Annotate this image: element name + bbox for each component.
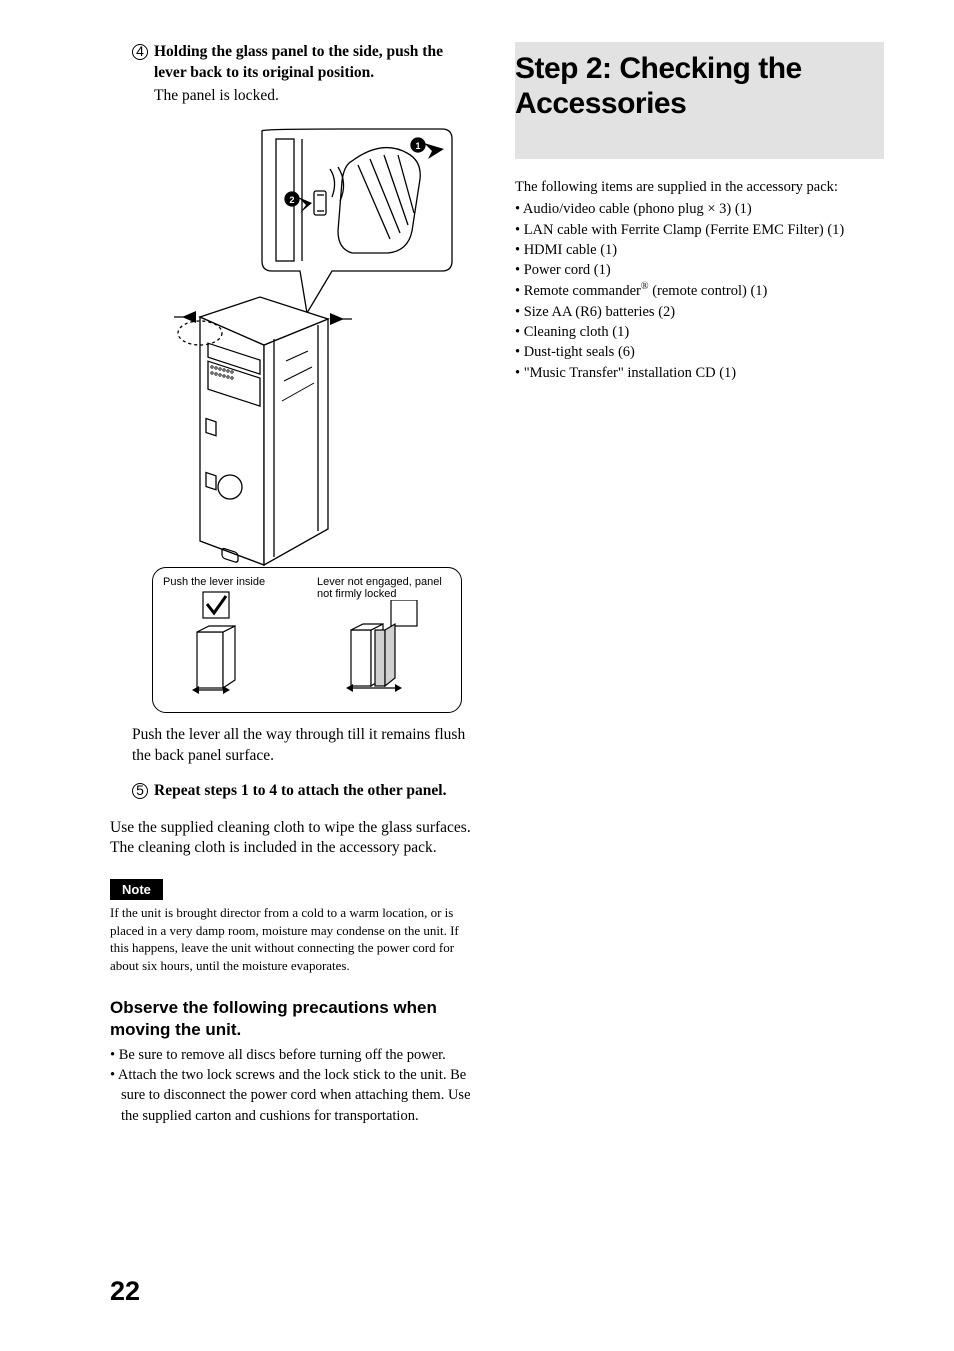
right-column: Step 2: Checking the Accessories The fol… [515, 42, 884, 1126]
precaution-item: Attach the two lock screws and the lock … [110, 1065, 479, 1126]
note-text: If the unit is brought director from a c… [110, 904, 479, 974]
accessory-item: Cleaning cloth (1) [515, 322, 884, 342]
accessories-list: Audio/video cable (phono plug × 3) (1) L… [515, 199, 884, 383]
step-5: 5 Repeat steps 1 to 4 to attach the othe… [132, 781, 479, 802]
left-column: 4 Holding the glass panel to the side, p… [110, 42, 479, 1126]
note-badge: Note [110, 879, 163, 900]
step-4-number: 4 [132, 44, 148, 60]
step-5-text: Repeat steps 1 to 4 to attach the other … [154, 781, 446, 802]
accessories-intro: The following items are supplied in the … [515, 177, 884, 197]
caption-left-text: Push the lever inside [163, 576, 297, 588]
svg-text:2: 2 [289, 195, 294, 205]
panel-diagram: 1 2 [152, 121, 462, 571]
cleaning-paragraph: Use the supplied cleaning cloth to wipe … [110, 818, 479, 860]
page-number: 22 [110, 1276, 140, 1307]
accessory-item: Power cord (1) [515, 260, 884, 280]
push-lever-note: Push the lever all the way through till … [132, 725, 479, 767]
step-4: 4 Holding the glass panel to the side, p… [132, 42, 479, 84]
accessory-item: LAN cable with Ferrite Clamp (Ferrite EM… [515, 220, 884, 240]
accessory-item: Audio/video cable (phono plug × 3) (1) [515, 199, 884, 219]
caption-right-text: Lever not engaged, panel not firmly lock… [317, 576, 451, 600]
accessory-item: Size AA (R6) batteries (2) [515, 302, 884, 322]
diagram-container: 1 2 [152, 121, 479, 713]
accessory-item: "Music Transfer" installation CD (1) [515, 363, 884, 383]
accessory-item: Dust-tight seals (6) [515, 342, 884, 362]
precautions-list: Be sure to remove all discs before turni… [110, 1045, 479, 1126]
step-4-text: Holding the glass panel to the side, pus… [154, 42, 479, 84]
accessory-item: HDMI cable (1) [515, 240, 884, 260]
svg-text:1: 1 [415, 141, 420, 151]
lever-wrong-icon [317, 600, 437, 696]
caption-right: Lever not engaged, panel not firmly lock… [317, 576, 451, 698]
accessory-item: Remote commander® (remote control) (1) [515, 280, 884, 301]
step-5-number: 5 [132, 783, 148, 799]
step-4-sub: The panel is locked. [154, 86, 479, 107]
section-title: Step 2: Checking the Accessories [515, 52, 884, 121]
precautions-heading: Observe the following precautions when m… [110, 997, 479, 1041]
precaution-item: Be sure to remove all discs before turni… [110, 1045, 479, 1065]
caption-left: Push the lever inside [163, 576, 297, 698]
lever-correct-icon [163, 588, 283, 698]
section-banner: Step 2: Checking the Accessories [515, 42, 884, 159]
diagram-caption-box: Push the lever inside [152, 567, 462, 713]
